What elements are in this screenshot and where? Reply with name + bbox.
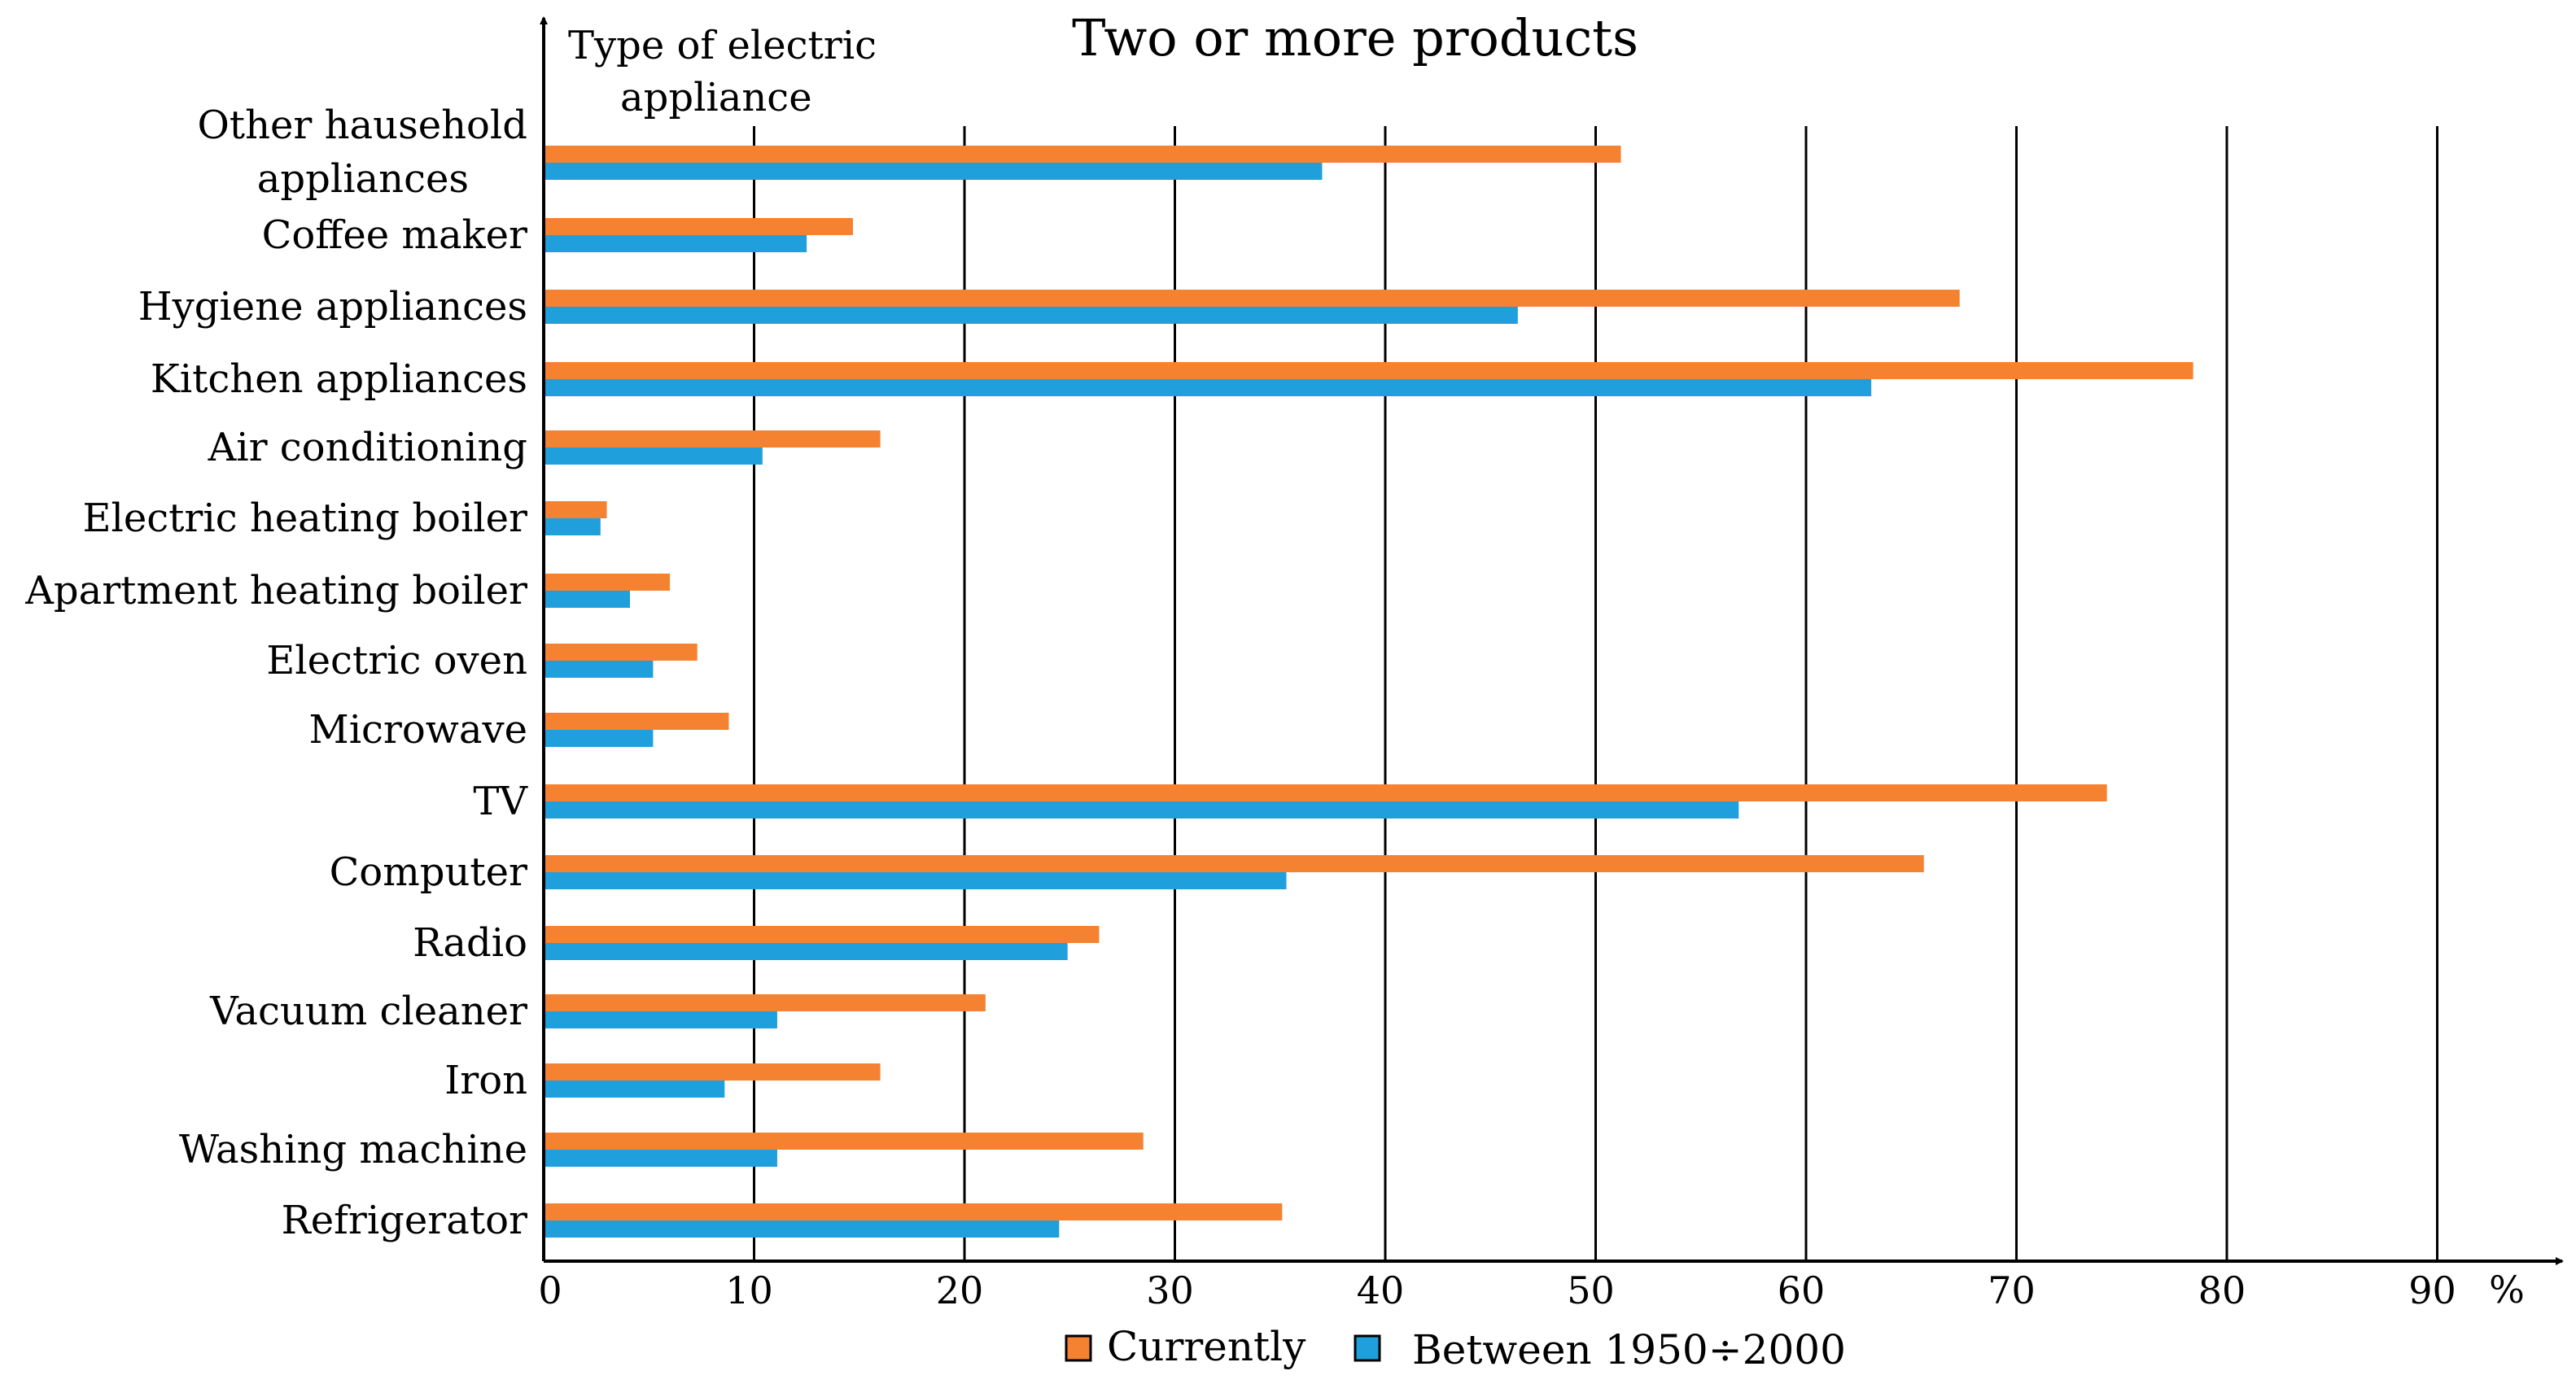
chart-title: Two or more products (1072, 8, 1638, 68)
bar-between-1950-2000-other-hausehold-appliances (544, 163, 1323, 180)
x-tick-label-50: 50 (1567, 1268, 1615, 1312)
y-axis-label-line2: appliance (620, 75, 812, 120)
x-axis-unit-label: % (2489, 1268, 2525, 1312)
category-label-vacuum-cleaner: Vacuum cleaner (209, 989, 527, 1034)
bar-between-1950-2000-microwave (544, 730, 654, 747)
category-label-coffee-maker: Coffee maker (262, 212, 527, 258)
bar-between-1950-2000-electric-oven (544, 661, 654, 678)
bar-currently-vacuum-cleaner (544, 994, 986, 1011)
bar-between-1950-2000-washing-machine (544, 1150, 777, 1167)
bar-between-1950-2000-apartment-heating-boiler (544, 591, 630, 608)
bar-between-1950-2000-computer (544, 872, 1287, 889)
category-labels: Other hausehold appliances Coffee maker Hyg… (24, 103, 528, 1243)
bars (544, 146, 2193, 1238)
x-tick-label-60: 60 (1778, 1268, 1826, 1312)
bar-currently-tv (544, 784, 2107, 801)
bar-currently-microwave (544, 713, 729, 730)
bar-currently-hygiene-appliances (544, 290, 1960, 307)
bar-between-1950-2000-vacuum-cleaner (544, 1011, 777, 1028)
bar-between-1950-2000-radio (544, 943, 1068, 960)
bar-between-1950-2000-electric-heating-boiler (544, 518, 601, 535)
category-label-refrigerator: Refrigerator (282, 1198, 527, 1243)
bar-currently-iron (544, 1063, 881, 1081)
bar-between-1950-2000-hygiene-appliances (544, 307, 1518, 324)
legend-label-between-1950-2000: Between 1950÷2000 (1412, 1326, 1846, 1373)
legend-swatch-between-1950-2000 (1354, 1334, 1381, 1362)
x-tick-label-70: 70 (1988, 1268, 2036, 1312)
category-label-kitchen-appliances: Kitchen appliances (151, 356, 527, 402)
bar-currently-electric-heating-boiler (544, 501, 607, 518)
category-label-other-hausehold-appliances: Other hausehold appliances (197, 103, 527, 202)
x-tick-label-40: 40 (1357, 1268, 1405, 1312)
bar-between-1950-2000-kitchen-appliances (544, 379, 1872, 396)
category-label-air-conditioning: Air conditioning (208, 425, 527, 470)
bar-currently-computer (544, 855, 1924, 872)
category-label-radio: Radio (413, 920, 527, 966)
bar-between-1950-2000-refrigerator (544, 1220, 1060, 1238)
category-label-electric-heating-boiler: Electric heating boiler (82, 496, 527, 541)
bar-between-1950-2000-coffee-maker (544, 235, 807, 252)
category-label-microwave: Microwave (309, 707, 527, 753)
bar-currently-radio (544, 926, 1100, 943)
x-tick-label-30: 30 (1146, 1268, 1194, 1312)
bar-currently-refrigerator (544, 1203, 1283, 1220)
bar-currently-apartment-heating-boiler (544, 574, 671, 591)
category-label-tv: TV (473, 779, 528, 824)
category-label-apartment-heating-boiler: Apartment heating boiler (24, 568, 527, 613)
bar-between-1950-2000-iron (544, 1081, 725, 1098)
bar-currently-electric-oven (544, 644, 698, 661)
legend: Currently Between 1950÷2000 (1065, 1323, 1846, 1373)
bar-between-1950-2000-air-conditioning (544, 448, 763, 465)
bar-currently-washing-machine (544, 1133, 1144, 1150)
bar-between-1950-2000-tv (544, 801, 1739, 819)
x-tick-labels: 0 10 20 30 40 50 60 70 80 90 (538, 1268, 2456, 1312)
category-label-computer: Computer (330, 849, 527, 895)
x-tick-label-90: 90 (2408, 1268, 2456, 1312)
legend-swatch-currently (1065, 1334, 1092, 1362)
category-label-electric-oven: Electric oven (266, 638, 527, 683)
bar-currently-air-conditioning (544, 430, 881, 448)
category-label-hygiene-appliances: Hygiene appliances (138, 284, 527, 330)
legend-label-currently: Currently (1107, 1323, 1306, 1370)
category-label-iron: Iron (444, 1058, 527, 1103)
category-label-washing-machine: Washing machine (179, 1127, 527, 1172)
gridlines (753, 126, 2438, 1261)
bar-currently-coffee-maker (544, 218, 853, 235)
bar-currently-other-hausehold-appliances (544, 146, 1621, 163)
y-axis-label-line1: Type of electric (568, 23, 877, 68)
x-tick-label-80: 80 (2198, 1268, 2246, 1312)
bar-currently-kitchen-appliances (544, 362, 2193, 379)
x-tick-label-10: 10 (725, 1268, 773, 1312)
x-tick-label-0: 0 (538, 1268, 562, 1312)
x-tick-label-20: 20 (936, 1268, 984, 1312)
